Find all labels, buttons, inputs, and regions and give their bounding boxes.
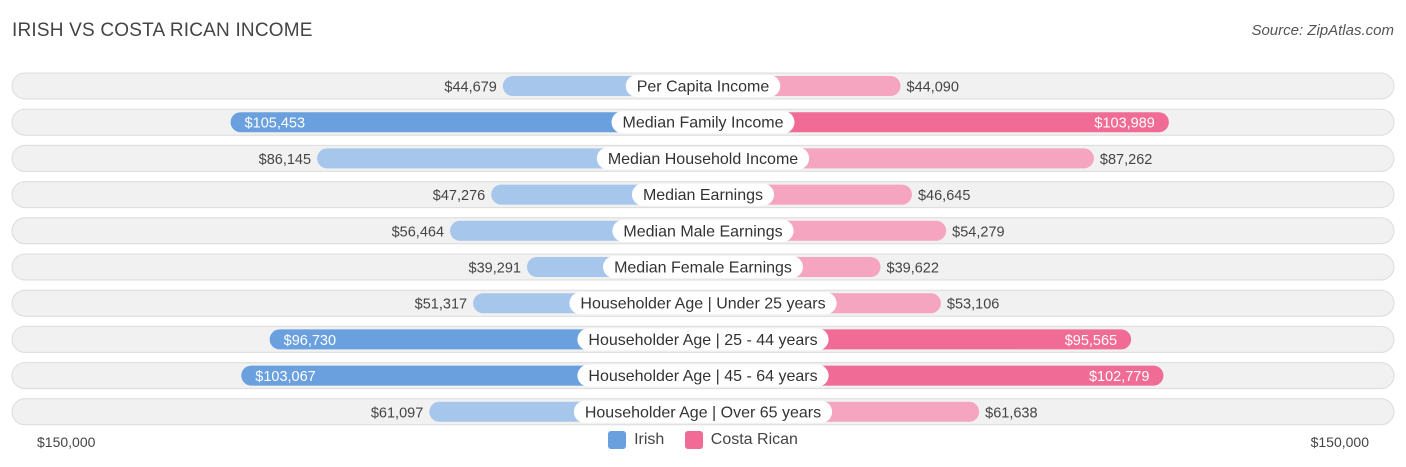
value-label-irish-per-capita-income: $44,679	[444, 80, 496, 96]
category-pill-median-earnings	[631, 183, 775, 206]
category-label-median-male-earnings: Median Male Earnings	[623, 223, 782, 240]
source-credit: Source: ZipAtlas.com	[1251, 22, 1394, 39]
category-pill-median-household-income	[596, 147, 810, 170]
legend-swatch-costa-rican	[684, 431, 703, 449]
category-pill-median-male-earnings	[612, 219, 794, 242]
legend-label-irish: Irish	[634, 431, 665, 448]
value-label-irish-median-family-income: $105,453	[245, 116, 305, 132]
value-label-irish-householder-age-under-25-years: $51,317	[415, 297, 467, 313]
value-label-irish-median-household-income: $86,145	[259, 152, 311, 168]
category-label-householder-age-over-65-years: Householder Age | Over 65 years	[585, 404, 821, 421]
category-label-per-capita-income: Per Capita Income	[637, 79, 770, 96]
category-pill-median-family-income	[611, 111, 795, 134]
value-label-costa-rican-householder-age-under-25-years: $53,106	[947, 297, 999, 313]
category-label-median-family-income: Median Family Income	[623, 115, 784, 132]
value-label-costa-rican-median-family-income: $103,989	[1094, 116, 1154, 132]
value-label-irish-householder-age-25-44-years: $96,730	[284, 333, 336, 349]
value-label-costa-rican-householder-age-25-44-years: $95,565	[1065, 333, 1117, 349]
category-label-median-household-income: Median Household Income	[608, 151, 798, 168]
value-label-costa-rican-median-female-earnings: $39,622	[887, 261, 939, 277]
category-pill-householder-age-45-64-years	[577, 364, 829, 387]
category-pill-median-female-earnings	[603, 256, 803, 278]
value-label-costa-rican-householder-age-over-65-years: $61,638	[985, 405, 1037, 421]
category-label-householder-age-under-25-years: Householder Age | Under 25 years	[580, 296, 825, 313]
value-label-irish-median-male-earnings: $56,464	[392, 224, 444, 240]
axis-label-left: $150,000	[37, 434, 96, 450]
category-label-householder-age-45-64-years: Householder Age | 45 - 64 years	[588, 368, 817, 385]
category-pill-householder-age-25-44-years	[577, 328, 829, 351]
legend-swatch-irish	[608, 431, 627, 449]
value-label-irish-householder-age-over-65-years: $61,097	[371, 405, 423, 421]
category-pill-householder-age-under-25-years	[569, 292, 837, 315]
bar-costa-rican-median-family-income	[703, 112, 1169, 133]
value-label-costa-rican-median-earnings: $46,645	[918, 188, 970, 204]
axis-label-right: $150,000	[1310, 434, 1369, 450]
category-pill-per-capita-income	[625, 75, 781, 97]
legend-item-costa-rican: Costa Rican	[684, 431, 798, 449]
legend-item-irish: Irish	[608, 431, 664, 449]
value-label-irish-median-female-earnings: $39,291	[469, 261, 521, 277]
value-label-costa-rican-householder-age-45-64-years: $102,779	[1089, 369, 1149, 385]
bar-irish-median-family-income	[230, 112, 703, 133]
value-label-costa-rican-per-capita-income: $44,090	[907, 80, 959, 96]
category-label-householder-age-25-44-years: Householder Age | 25 - 44 years	[588, 332, 817, 349]
value-label-irish-householder-age-45-64-years: $103,067	[255, 369, 315, 385]
legend-label-costa-rican: Costa Rican	[710, 431, 798, 448]
value-label-irish-median-earnings: $47,276	[433, 188, 485, 204]
value-label-costa-rican-median-male-earnings: $54,279	[952, 224, 1004, 240]
chart-title: IRISH VS COSTA RICAN INCOME	[12, 20, 313, 41]
category-label-median-female-earnings: Median Female Earnings	[614, 260, 792, 277]
category-pill-householder-age-over-65-years	[573, 400, 833, 423]
legend: Irish Costa Rican	[0, 431, 1406, 454]
category-label-median-earnings: Median Earnings	[643, 187, 763, 204]
value-label-costa-rican-median-household-income: $87,262	[1100, 152, 1152, 168]
